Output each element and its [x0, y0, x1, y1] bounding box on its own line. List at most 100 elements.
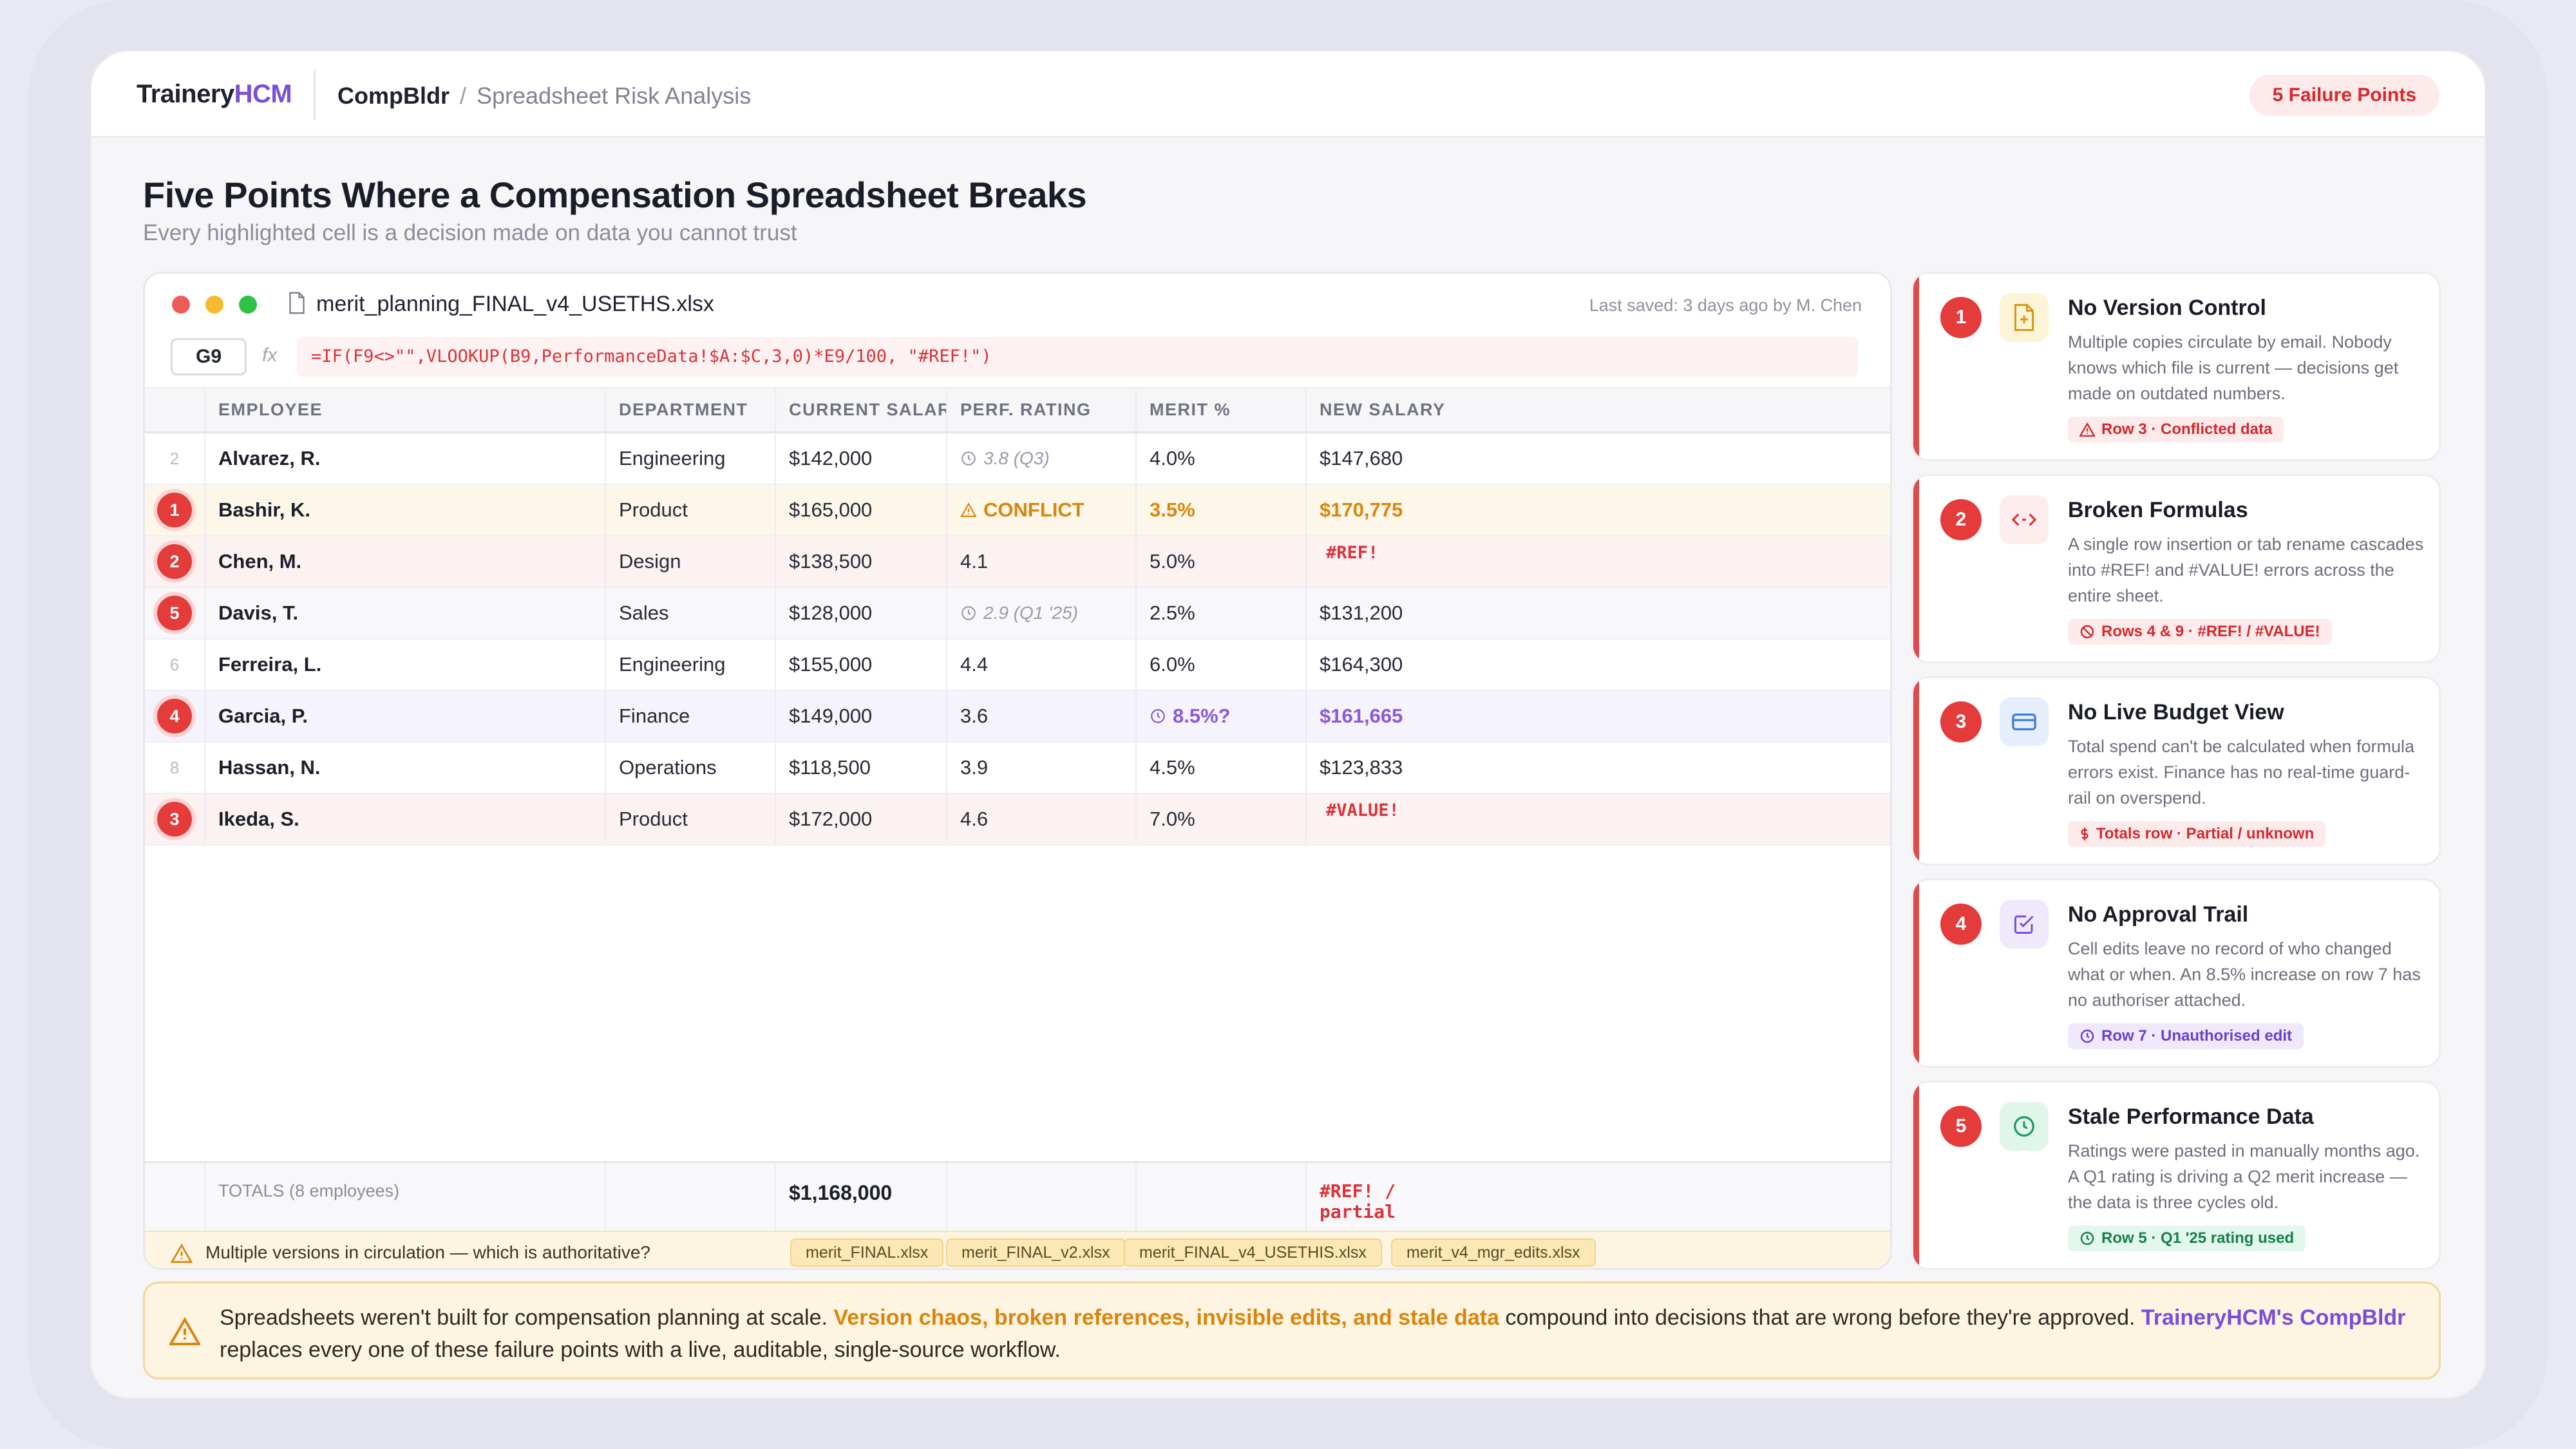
rating-cell[interactable]: 4.1: [947, 536, 1137, 587]
table-row[interactable]: 2 Chen, M. Design $138,500 4.1 5.0% #REF…: [145, 536, 1890, 588]
new-salary-cell[interactable]: $170,775: [1320, 498, 1403, 521]
failure-marker: 4: [157, 699, 192, 734]
close-window-dot[interactable]: [172, 296, 190, 314]
salary-cell[interactable]: $138,500: [776, 536, 947, 587]
rating-cell[interactable]: 3.9: [947, 743, 1137, 793]
salary-cell[interactable]: $142,000: [776, 433, 947, 484]
rating-cell[interactable]: CONFLICT: [947, 485, 1137, 535]
new-salary-cell[interactable]: $131,200: [1320, 601, 1403, 624]
table-row[interactable]: 6 Ferreira, L. Engineering $155,000 4.4 …: [145, 639, 1890, 691]
warning-icon: [169, 1317, 200, 1345]
row-marker: 1: [145, 485, 205, 535]
merit-cell[interactable]: 4.5%: [1137, 743, 1307, 793]
failure-card-broken-formulas[interactable]: 2 Broken Formulas A single row insertion…: [1911, 474, 2441, 663]
department-cell[interactable]: Engineering: [606, 433, 776, 484]
column-header[interactable]: DEPARTMENT: [606, 388, 776, 431]
column-header[interactable]: CURRENT SALARY: [776, 388, 947, 431]
employee-cell[interactable]: Alvarez, R.: [205, 433, 606, 484]
department-cell[interactable]: Finance: [606, 691, 776, 741]
totals-new-salary[interactable]: #REF! / partial: [1307, 1163, 1890, 1231]
row-marker: 5: [145, 588, 205, 638]
table-row[interactable]: 1 Bashir, K. Product $165,000 CONFLICT 3…: [145, 485, 1890, 536]
card-tag-text: Row 5 · Q1 '25 rating used: [2101, 1229, 2295, 1247]
logo[interactable]: TraineryHCM: [137, 80, 292, 109]
department-cell[interactable]: Design: [606, 536, 776, 587]
table-row[interactable]: 8 Hassan, N. Operations $118,500 3.9 4.5…: [145, 743, 1890, 794]
merit-cell[interactable]: 6.0%: [1137, 639, 1307, 690]
table-row[interactable]: 2 Alvarez, R. Engineering $142,000 3.8 (…: [145, 433, 1890, 485]
employee-cell[interactable]: Davis, T.: [205, 588, 606, 638]
salary-cell[interactable]: $155,000: [776, 639, 947, 690]
cell-reference-box[interactable]: G9: [171, 338, 247, 375]
new-salary-cell[interactable]: $123,833: [1320, 756, 1403, 779]
employee-cell[interactable]: Chen, M.: [205, 536, 606, 587]
minimize-window-dot[interactable]: [205, 296, 223, 314]
totals-salary[interactable]: $1,168,000: [776, 1163, 947, 1231]
employee-cell[interactable]: Ferreira, L.: [205, 639, 606, 690]
card-title: No Approval Trail: [2068, 902, 2249, 927]
card-tag-text: Rows 4 & 9 · #REF! / #VALUE!: [2101, 623, 2320, 640]
table-row[interactable]: 5 Davis, T. Sales $128,000 2.9 (Q1 '25) …: [145, 588, 1890, 639]
version-file-chip[interactable]: merit_FINAL_v4_USETHIS.xlsx: [1124, 1238, 1382, 1267]
card-title: No Live Budget View: [2068, 700, 2284, 724]
rating-cell[interactable]: 3.6: [947, 691, 1137, 741]
last-saved-status: Last saved: 3 days ago by M. Chen: [1589, 296, 1862, 315]
salary-cell[interactable]: $118,500: [776, 743, 947, 793]
salary-cell[interactable]: $165,000: [776, 485, 947, 535]
merit-cell[interactable]: 3.5%: [1137, 485, 1307, 535]
new-salary-cell[interactable]: $161,665: [1320, 705, 1403, 727]
table-row[interactable]: 3 Ikeda, S. Product $172,000 4.6 7.0% #V…: [145, 794, 1890, 846]
clock-icon: [2080, 1029, 2094, 1043]
column-header[interactable]: NEW SALARY: [1320, 400, 1446, 419]
failure-card-version-control[interactable]: 1 No Version Control Multiple copies cir…: [1911, 272, 2441, 461]
code-icon: [2000, 495, 2049, 544]
failure-card-stale-data[interactable]: 5 Stale Performance Data Ratings were pa…: [1911, 1081, 2441, 1270]
department-cell[interactable]: Product: [606, 485, 776, 535]
new-salary-cell[interactable]: $164,300: [1320, 653, 1403, 676]
summary-brand-link[interactable]: TraineryHCM's CompBldr: [2141, 1305, 2406, 1330]
employee-cell[interactable]: Hassan, N.: [205, 743, 606, 793]
table-row[interactable]: 4 Garcia, P. Finance $149,000 3.6 8.5%? …: [145, 691, 1890, 743]
rating-cell[interactable]: 4.4: [947, 639, 1137, 690]
new-salary-cell[interactable]: #VALUE!: [1307, 794, 1890, 844]
card-accent-bar: [1913, 1083, 1919, 1268]
breadcrumb-app[interactable]: CompBldr: [337, 82, 450, 109]
version-file-chip[interactable]: merit_FINAL_v2.xlsx: [946, 1238, 1126, 1267]
merit-cell[interactable]: 7.0%: [1137, 794, 1307, 844]
department-cell[interactable]: Product: [606, 794, 776, 844]
spreadsheet-grid: EMPLOYEE DEPARTMENT CURRENT SALARY PERF.…: [145, 387, 1890, 846]
spreadsheet-titlebar: merit_planning_FINAL_v4_USETHS.xlsx Last…: [145, 274, 1890, 332]
formula-input[interactable]: =IF(F9<>"",VLOOKUP(B9,PerformanceData!$A…: [297, 337, 1858, 377]
rating-cell[interactable]: 2.9 (Q1 '25): [947, 588, 1137, 638]
department-cell[interactable]: Sales: [606, 588, 776, 638]
new-salary-cell[interactable]: #REF!: [1307, 536, 1890, 587]
formula-bar: G9 fx =IF(F9<>"",VLOOKUP(B9,PerformanceD…: [145, 332, 1890, 387]
salary-cell[interactable]: $172,000: [776, 794, 947, 844]
employee-cell[interactable]: Bashir, K.: [205, 485, 606, 535]
maximize-window-dot[interactable]: [239, 296, 257, 314]
failure-card-budget-view[interactable]: 3 No Live Budget View Total spend can't …: [1911, 676, 2441, 866]
department-cell[interactable]: Engineering: [606, 639, 776, 690]
employee-cell[interactable]: Garcia, P.: [205, 691, 606, 741]
merit-cell[interactable]: 5.0%: [1137, 536, 1307, 587]
column-header[interactable]: PERF. RATING: [947, 388, 1137, 431]
column-header[interactable]: EMPLOYEE: [205, 388, 606, 431]
card-number: 5: [1940, 1106, 1982, 1147]
fx-label: fx: [262, 345, 278, 366]
employee-cell[interactable]: Ikeda, S.: [205, 794, 606, 844]
merit-cell[interactable]: 8.5%?: [1137, 691, 1307, 741]
card-tag: Row 7 · Unauthorised edit: [2068, 1023, 2304, 1049]
new-salary-cell[interactable]: $147,680: [1320, 447, 1403, 469]
failure-card-approval-trail[interactable]: 4 No Approval Trail Cell edits leave no …: [1911, 878, 2441, 1068]
department-cell[interactable]: Operations: [606, 743, 776, 793]
rating-cell[interactable]: 4.6: [947, 794, 1137, 844]
rating-cell[interactable]: 3.8 (Q3): [947, 433, 1137, 484]
version-file-chip[interactable]: merit_v4_mgr_edits.xlsx: [1391, 1238, 1596, 1267]
salary-cell[interactable]: $128,000: [776, 588, 947, 638]
version-file-chip[interactable]: merit_FINAL.xlsx: [790, 1238, 944, 1267]
merit-cell[interactable]: 2.5%: [1137, 588, 1307, 638]
failure-marker: 3: [157, 802, 192, 837]
column-header[interactable]: MERIT %: [1137, 388, 1307, 431]
salary-cell[interactable]: $149,000: [776, 691, 947, 741]
merit-cell[interactable]: 4.0%: [1137, 433, 1307, 484]
